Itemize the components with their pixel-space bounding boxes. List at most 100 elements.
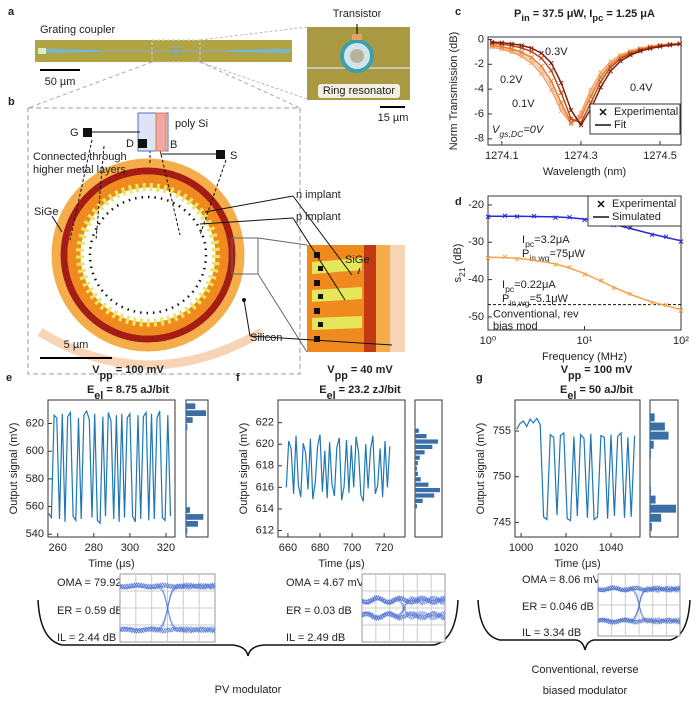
- experimental-point: [529, 45, 534, 51]
- chart-title: Eel = 8.75 aJ/bit: [87, 384, 169, 402]
- inset-core: [364, 245, 376, 352]
- chart-title: Vpp = 40 mV: [327, 364, 393, 382]
- y-tick-label: 750: [493, 471, 511, 483]
- leader-dot: [242, 298, 246, 302]
- label: Transistor: [333, 8, 382, 20]
- annotation: Ipc=3.2μA: [522, 234, 570, 249]
- metric: IL = 2.49 dB: [286, 632, 345, 644]
- text-part: E: [87, 384, 94, 396]
- label-bg: [318, 84, 400, 98]
- histogram-bar: [186, 514, 204, 520]
- histogram-bar: [415, 439, 439, 444]
- eye-diagram: [361, 573, 446, 643]
- experimental-point: [502, 254, 508, 260]
- sige-ring: [51, 158, 245, 352]
- text-part: pp: [335, 370, 349, 382]
- inset-sige: [376, 245, 390, 352]
- text-part: in,wg: [529, 253, 549, 263]
- eye-trace: [119, 581, 216, 590]
- experimental-point: [531, 257, 537, 262]
- taper-right: [230, 49, 290, 53]
- ring-inner: [86, 193, 210, 317]
- experimental-point: [548, 68, 554, 73]
- histogram-bar: [415, 493, 435, 498]
- experimental-point: [539, 71, 544, 76]
- text-part: = 100 mV: [113, 364, 165, 376]
- eye-trace: [597, 586, 681, 626]
- panel-b-diagram: [27, 61, 405, 375]
- metric: ER = 0.046 dB: [522, 601, 594, 613]
- y-tick-label: 618: [256, 460, 274, 472]
- zoom-ring-center: [350, 49, 364, 63]
- text-part: E: [319, 384, 326, 396]
- annotation: Pin,wg=5.1μW: [502, 293, 569, 308]
- text-part: P: [522, 248, 529, 260]
- eye-trace: [597, 584, 681, 593]
- histogram-bar: [415, 450, 425, 455]
- text-part: (dB): [452, 244, 464, 268]
- y-tick-label: -2: [474, 58, 484, 70]
- text-part: in,wg: [509, 298, 529, 308]
- y-tick-label: 0: [478, 33, 484, 45]
- text-part: = 50 aJ/bit: [576, 384, 633, 396]
- y-tick-label: -40: [468, 274, 484, 286]
- metric: OMA = 8.06 mV: [522, 574, 601, 586]
- experimental-point: [519, 54, 524, 59]
- text-part: gs,DC: [499, 129, 524, 139]
- text-part: P: [514, 8, 521, 20]
- histogram-bar: [186, 527, 188, 534]
- experimental-point: [667, 42, 673, 48]
- histogram-bar: [186, 417, 193, 423]
- group-label: Conventional, reverse: [531, 664, 638, 676]
- histogram-bar: [415, 428, 419, 433]
- text-part: = 40 mV: [348, 364, 394, 376]
- legend-label: Experimental: [614, 106, 678, 118]
- eye-diagram: [119, 573, 216, 643]
- chart-title: Pin = 37.5 μW, Ipc = 1.25 μA: [514, 8, 655, 24]
- experimental-point: [567, 214, 572, 220]
- label: S: [230, 150, 237, 162]
- histogram-bar: [186, 500, 187, 506]
- experimental-point: [628, 291, 633, 297]
- metric: IL = 2.44 dB: [57, 632, 116, 644]
- text-part: =75μW: [549, 248, 585, 260]
- experimental-point: [578, 122, 584, 128]
- pad-d: [138, 139, 147, 148]
- label: G: [70, 127, 79, 139]
- histogram-bar: [415, 466, 417, 471]
- text-part: = 1.25 μA: [603, 8, 655, 20]
- histogram-bar: [415, 477, 421, 482]
- y-axis-label: s21 (dB): [452, 244, 467, 283]
- histogram-bar: [186, 403, 196, 410]
- histogram-bar: [186, 520, 198, 527]
- histogram-bar: [650, 522, 652, 531]
- pad-s: [216, 150, 225, 159]
- ring-small: [171, 46, 181, 56]
- text-part: s: [452, 276, 464, 282]
- x-axis-label: Wavelength (nm): [543, 166, 626, 178]
- eye-trace: [597, 617, 681, 626]
- experimental-point: [649, 232, 655, 238]
- scale-label: 15 µm: [378, 112, 409, 124]
- scale-label: 5 µm: [64, 339, 89, 351]
- y-tick-label: 540: [26, 528, 44, 540]
- annotation: Conventional, rev: [493, 309, 579, 321]
- experimental-point: [531, 213, 537, 219]
- experimental-point: [598, 84, 604, 90]
- x-tick-label: 10¹: [577, 335, 593, 347]
- experimental-point: [678, 239, 684, 244]
- x-tick-label: 660: [279, 542, 297, 554]
- diagram-frame: [27, 107, 301, 375]
- label: D: [126, 138, 134, 150]
- experimental-point: [663, 234, 669, 240]
- series-label: 0.4V: [630, 82, 653, 94]
- experimental-point: [582, 217, 587, 223]
- trace-line: [48, 409, 172, 525]
- label: Ring resonator: [323, 85, 395, 97]
- x-tick-label: 720: [375, 542, 393, 554]
- experimental-point: [568, 107, 574, 113]
- panel-letter: b: [8, 96, 15, 108]
- text-part: =0.22μA: [514, 279, 556, 291]
- panel-letter: g: [476, 372, 483, 384]
